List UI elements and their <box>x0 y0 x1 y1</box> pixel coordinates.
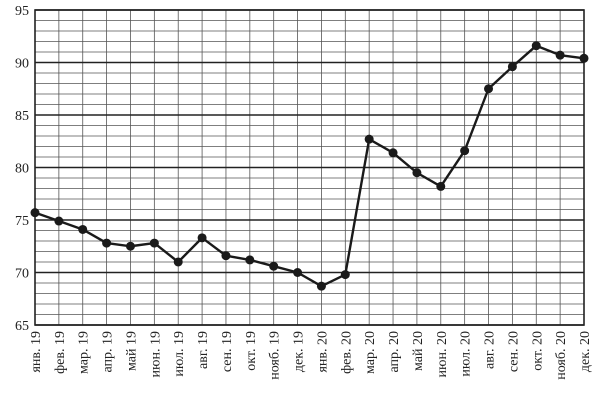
x-tick-label: мар. 20 <box>363 331 378 374</box>
data-point <box>460 146 470 156</box>
data-point <box>484 84 494 94</box>
x-tick-label: окт. 19 <box>244 331 259 371</box>
data-point <box>149 238 159 248</box>
data-point <box>531 41 541 51</box>
x-tick-label: нояб. 20 <box>554 331 569 380</box>
x-tick-label: май 20 <box>411 331 426 371</box>
data-point <box>54 216 64 226</box>
data-point <box>30 208 40 218</box>
data-point <box>364 134 374 144</box>
x-tick-label: июн. 19 <box>148 331 163 377</box>
data-point <box>507 62 517 72</box>
x-tick-label: янв. 19 <box>29 331 44 373</box>
x-tick-label: июл. 20 <box>459 331 474 377</box>
data-point <box>102 238 112 248</box>
data-point <box>293 268 303 277</box>
x-tick-label: фев. 20 <box>339 331 354 374</box>
x-tick-label: апр. 20 <box>387 331 402 373</box>
data-point <box>412 168 422 178</box>
x-tick-label: июн. 20 <box>435 331 450 377</box>
x-tick-label: авг. 19 <box>196 331 211 369</box>
data-point <box>78 224 88 234</box>
y-tick-label: 70 <box>15 267 29 282</box>
y-tick-label: 85 <box>15 109 29 124</box>
data-point <box>125 241 135 251</box>
x-tick-label: апр. 19 <box>101 331 116 373</box>
x-tick-label: сен. 20 <box>506 331 521 372</box>
data-point <box>388 148 398 158</box>
x-tick-label: июл. 19 <box>172 331 187 377</box>
data-point <box>197 233 207 243</box>
x-tick-label: май 19 <box>124 331 139 371</box>
y-tick-label: 80 <box>15 162 29 177</box>
x-tick-label: фев. 19 <box>53 331 68 374</box>
y-tick-label: 95 <box>15 4 29 19</box>
y-tick-label: 65 <box>15 319 29 334</box>
data-point <box>173 257 183 267</box>
x-tick-label: авг. 20 <box>483 331 498 369</box>
data-point <box>555 50 565 60</box>
data-point <box>436 181 446 191</box>
x-tick-label: окт. 20 <box>530 331 545 371</box>
data-point <box>245 255 255 265</box>
x-tick-label: дек. 20 <box>578 331 593 372</box>
x-tick-label: дек. 19 <box>292 331 307 372</box>
x-tick-label: нояб. 19 <box>268 331 283 380</box>
data-point <box>221 251 231 261</box>
y-tick-label: 75 <box>15 214 29 229</box>
plot-frame <box>34 9 585 326</box>
x-tick-label: мар. 19 <box>77 331 92 374</box>
data-point <box>340 270 350 280</box>
x-tick-label: янв. 20 <box>315 331 330 373</box>
x-tick-label: сен. 19 <box>220 331 235 372</box>
y-tick-label: 90 <box>15 57 29 72</box>
data-point <box>579 53 589 63</box>
data-point <box>269 261 279 271</box>
data-point <box>316 281 326 291</box>
